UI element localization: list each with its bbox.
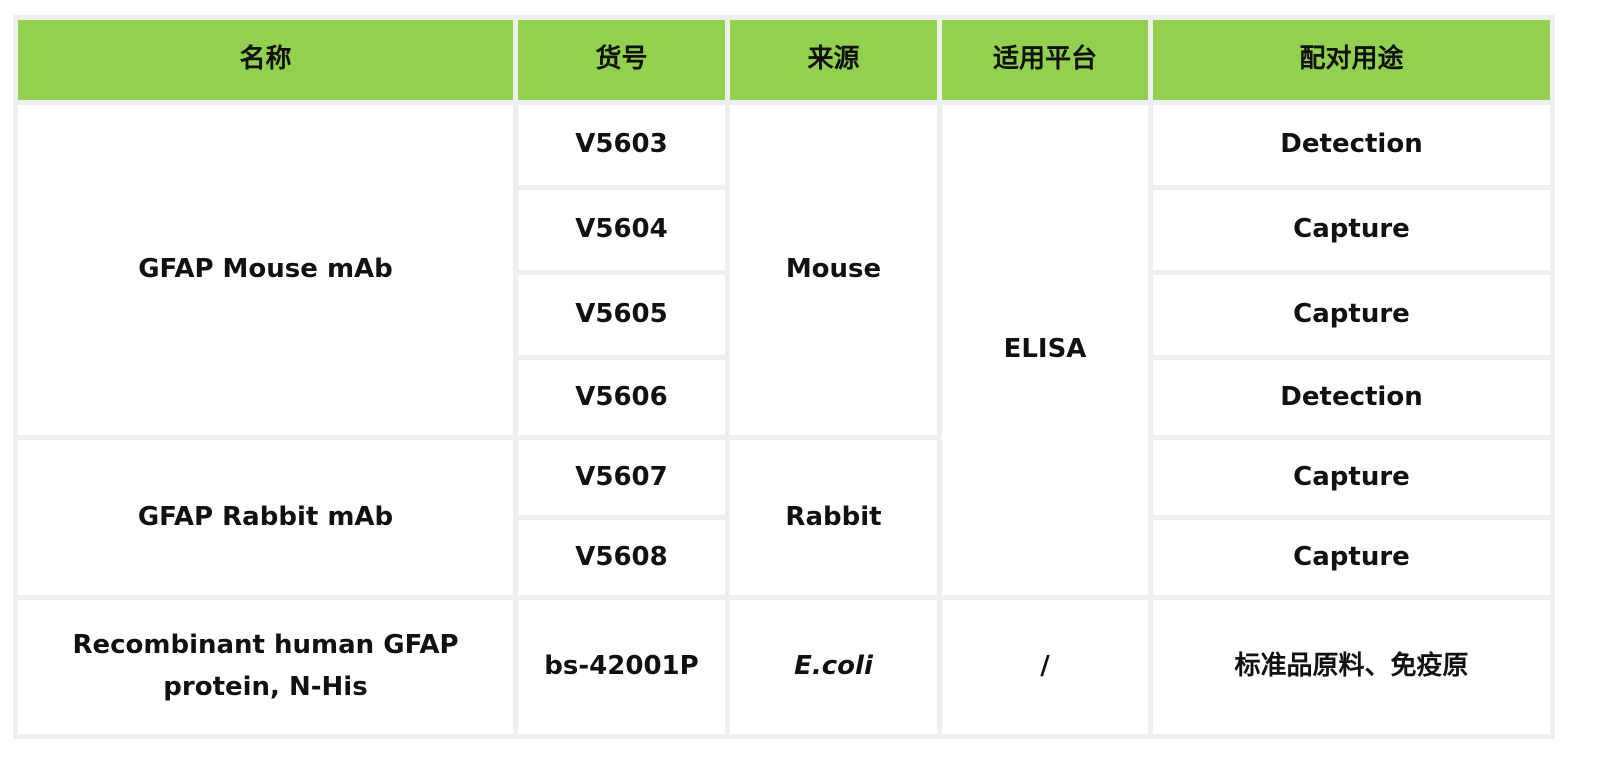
cell-use: Capture bbox=[1153, 520, 1550, 595]
header-source: 来源 bbox=[730, 20, 937, 100]
cell-catalog: V5603 bbox=[518, 105, 725, 185]
cell-use: Detection bbox=[1153, 105, 1550, 185]
header-name: 名称 bbox=[18, 20, 513, 100]
cell-name: GFAP Mouse mAb bbox=[18, 105, 513, 435]
source-italic: E.coli bbox=[794, 651, 873, 682]
header-use: 配对用途 bbox=[1153, 20, 1550, 100]
cell-catalog: V5606 bbox=[518, 360, 725, 435]
cell-use: Capture bbox=[1153, 190, 1550, 270]
cell-name: Recombinant human GFAP protein, N-His bbox=[18, 600, 513, 734]
product-table: 名称 货号 来源 适用平台 配对用途 GFAP Mouse mAb Mouse … bbox=[13, 15, 1555, 739]
cell-use: Capture bbox=[1153, 275, 1550, 355]
cell-platform: ELISA bbox=[942, 105, 1148, 595]
cell-use: 标准品原料、免疫原 bbox=[1153, 600, 1550, 734]
cell-catalog: V5607 bbox=[518, 440, 725, 515]
header-catalog: 货号 bbox=[518, 20, 725, 100]
name-line-2: protein, N-His bbox=[163, 672, 368, 702]
cell-name: GFAP Rabbit mAb bbox=[18, 440, 513, 595]
cell-source: Rabbit bbox=[730, 440, 937, 595]
cell-use: Detection bbox=[1153, 360, 1550, 435]
cell-source: Mouse bbox=[730, 105, 937, 435]
cell-use: Capture bbox=[1153, 440, 1550, 515]
cell-source: E.coli bbox=[730, 600, 937, 734]
cell-catalog: V5608 bbox=[518, 520, 725, 595]
cell-catalog: V5605 bbox=[518, 275, 725, 355]
header-platform: 适用平台 bbox=[942, 20, 1148, 100]
cell-catalog: bs-42001P bbox=[518, 600, 725, 734]
cell-platform: / bbox=[942, 600, 1148, 734]
name-line-1: Recombinant human GFAP bbox=[72, 630, 459, 661]
cell-catalog: V5604 bbox=[518, 190, 725, 270]
